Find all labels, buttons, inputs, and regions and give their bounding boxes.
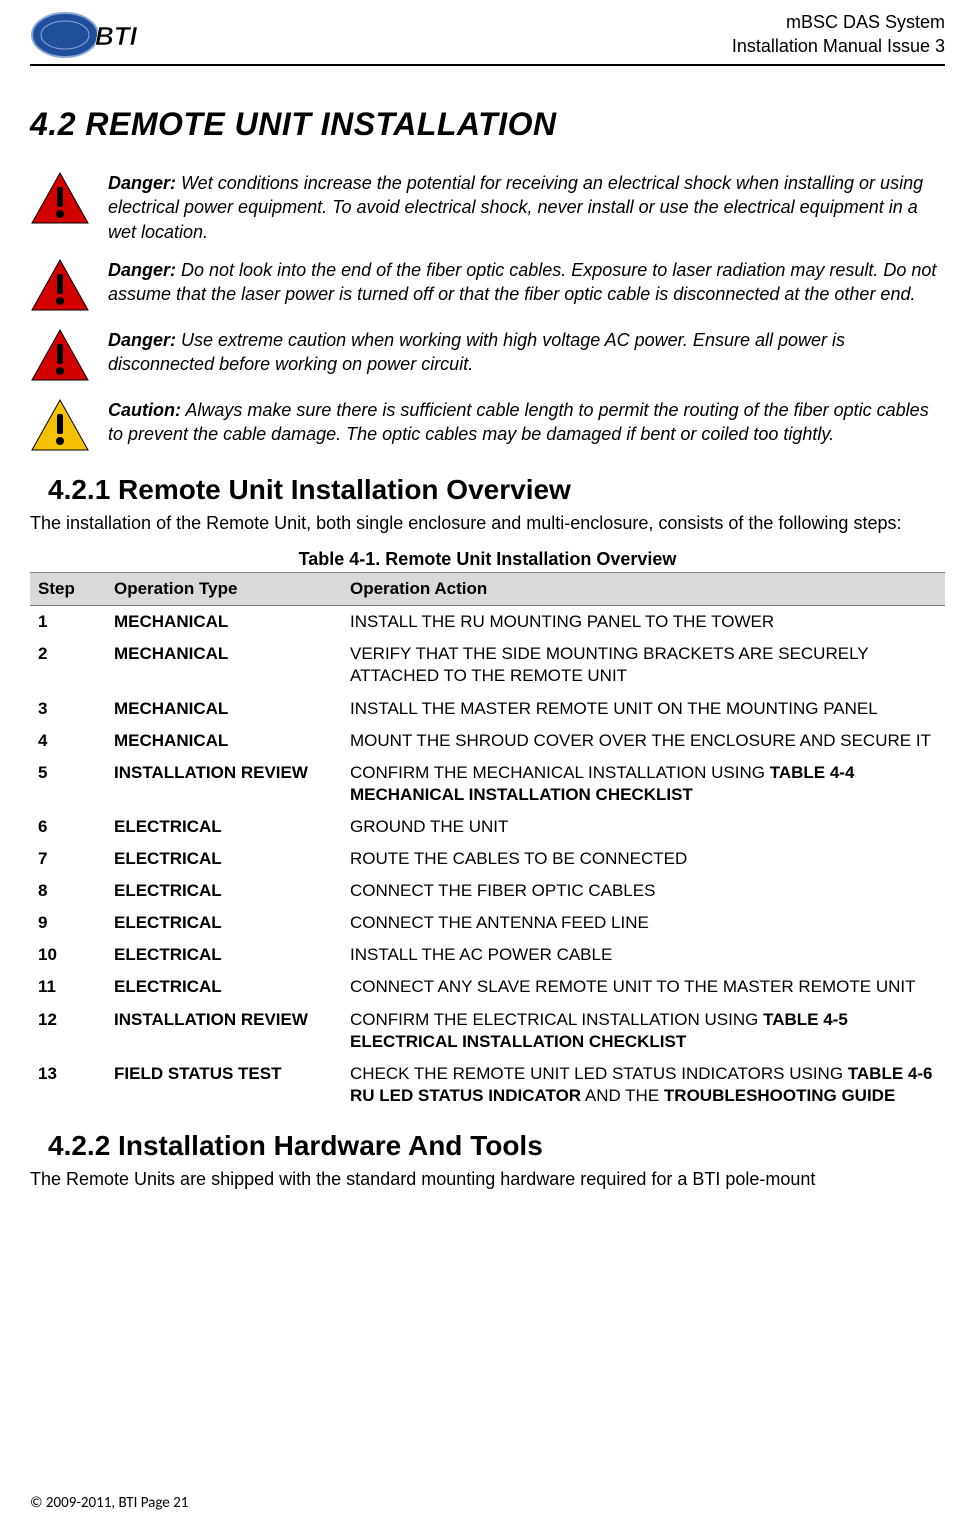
table-row: 4MECHANICALMOUNT THE SHROUD COVER OVER T… [30,725,945,757]
warning-row: Danger: Wet conditions increase the pote… [30,171,945,244]
table-caption: Table 4-1. Remote Unit Installation Over… [30,549,945,570]
warning-body: Use extreme caution when working with hi… [108,330,845,374]
warning-body: Always make sure there is sufficient cab… [108,400,929,444]
subsection-4-2-2-intro: The Remote Units are shipped with the st… [30,1168,945,1191]
cell-step: 13 [30,1058,106,1112]
cell-step: 11 [30,971,106,1003]
cell-action: INSTALL THE RU MOUNTING PANEL TO THE TOW… [342,606,945,639]
cell-action: CONFIRM THE ELECTRICAL INSTALLATION USIN… [342,1004,945,1058]
table-row: 1MECHANICALINSTALL THE RU MOUNTING PANEL… [30,606,945,639]
table-row: 13FIELD STATUS TESTCHECK THE REMOTE UNIT… [30,1058,945,1112]
warning-text: Danger: Use extreme caution when working… [108,328,945,377]
logo-text: BTI [95,21,138,51]
cell-action: CHECK THE REMOTE UNIT LED STATUS INDICAT… [342,1058,945,1112]
cell-step: 2 [30,638,106,692]
table-header-row: Step Operation Type Operation Action [30,573,945,606]
warning-text: Caution: Always make sure there is suffi… [108,398,945,447]
cell-action: CONNECT THE ANTENNA FEED LINE [342,907,945,939]
warning-text: Danger: Wet conditions increase the pote… [108,171,945,244]
section-title: 4.2 REMOTE UNIT INSTALLATION [30,106,945,143]
table-row: 2MECHANICALVERIFY THAT THE SIDE MOUNTING… [30,638,945,692]
warning-lead: Caution: [108,400,181,420]
warning-body: Wet conditions increase the potential fo… [108,173,923,242]
cell-step: 12 [30,1004,106,1058]
col-action: Operation Action [342,573,945,606]
cell-step: 3 [30,693,106,725]
cell-action: INSTALL THE AC POWER CABLE [342,939,945,971]
danger-icon [30,258,90,314]
warning-text: Danger: Do not look into the end of the … [108,258,945,307]
warning-row: Danger: Use extreme caution when working… [30,328,945,384]
cell-step: 9 [30,907,106,939]
cell-action: CONFIRM THE MECHANICAL INSTALLATION USIN… [342,757,945,811]
cell-step: 8 [30,875,106,907]
warning-row: Danger: Do not look into the end of the … [30,258,945,314]
header-rule [30,64,945,66]
table-row: 6ELECTRICALGROUND THE UNIT [30,811,945,843]
header-doc-title: Installation Manual Issue 3 [732,34,945,58]
subsection-4-2-1-title: 4.2.1 Remote Unit Installation Overview [48,474,945,506]
col-type: Operation Type [106,573,342,606]
cell-step: 10 [30,939,106,971]
logo: BTI [30,10,140,60]
cell-type: INSTALLATION REVIEW [106,1004,342,1058]
cell-type: ELECTRICAL [106,939,342,971]
cell-action: INSTALL THE MASTER REMOTE UNIT ON THE MO… [342,693,945,725]
cell-action: CONNECT THE FIBER OPTIC CABLES [342,875,945,907]
table-row: 11ELECTRICALCONNECT ANY SLAVE REMOTE UNI… [30,971,945,1003]
cell-type: ELECTRICAL [106,875,342,907]
cell-action: MOUNT THE SHROUD COVER OVER THE ENCLOSUR… [342,725,945,757]
caution-icon [30,398,90,454]
danger-icon [30,171,90,227]
cell-step: 1 [30,606,106,639]
cell-type: FIELD STATUS TEST [106,1058,342,1112]
col-step: Step [30,573,106,606]
cell-step: 7 [30,843,106,875]
subsection-4-2-2-title: 4.2.2 Installation Hardware And Tools [48,1130,945,1162]
cell-step: 4 [30,725,106,757]
table-row: 8ELECTRICALCONNECT THE FIBER OPTIC CABLE… [30,875,945,907]
table-row: 7ELECTRICALROUTE THE CABLES TO BE CONNEC… [30,843,945,875]
cell-type: MECHANICAL [106,725,342,757]
cell-type: ELECTRICAL [106,971,342,1003]
cell-type: ELECTRICAL [106,843,342,875]
cell-type: MECHANICAL [106,638,342,692]
table-row: 12INSTALLATION REVIEWCONFIRM THE ELECTRI… [30,1004,945,1058]
cell-action: ROUTE THE CABLES TO BE CONNECTED [342,843,945,875]
installation-steps-table: Step Operation Type Operation Action 1ME… [30,572,945,1112]
cell-action: CONNECT ANY SLAVE REMOTE UNIT TO THE MAS… [342,971,945,1003]
warning-row: Caution: Always make sure there is suffi… [30,398,945,454]
page-header: BTI mBSC DAS System Installation Manual … [30,10,945,64]
table-row: 5INSTALLATION REVIEWCONFIRM THE MECHANIC… [30,757,945,811]
cell-type: INSTALLATION REVIEW [106,757,342,811]
header-right: mBSC DAS System Installation Manual Issu… [732,10,945,59]
warning-body: Do not look into the end of the fiber op… [108,260,936,304]
footer-copyright: © 2009-2011, BTI Page 21 [30,1494,188,1512]
table-row: 3MECHANICALINSTALL THE MASTER REMOTE UNI… [30,693,945,725]
cell-step: 5 [30,757,106,811]
cell-type: MECHANICAL [106,606,342,639]
warning-lead: Danger: [108,173,176,193]
header-product: mBSC DAS System [732,10,945,34]
cell-type: MECHANICAL [106,693,342,725]
cell-type: ELECTRICAL [106,811,342,843]
cell-type: ELECTRICAL [106,907,342,939]
cell-action: GROUND THE UNIT [342,811,945,843]
table-row: 10ELECTRICALINSTALL THE AC POWER CABLE [30,939,945,971]
cell-action: VERIFY THAT THE SIDE MOUNTING BRACKETS A… [342,638,945,692]
warning-lead: Danger: [108,330,176,350]
cell-step: 6 [30,811,106,843]
danger-icon [30,328,90,384]
warning-lead: Danger: [108,260,176,280]
table-row: 9ELECTRICALCONNECT THE ANTENNA FEED LINE [30,907,945,939]
subsection-4-2-1-intro: The installation of the Remote Unit, bot… [30,512,945,535]
